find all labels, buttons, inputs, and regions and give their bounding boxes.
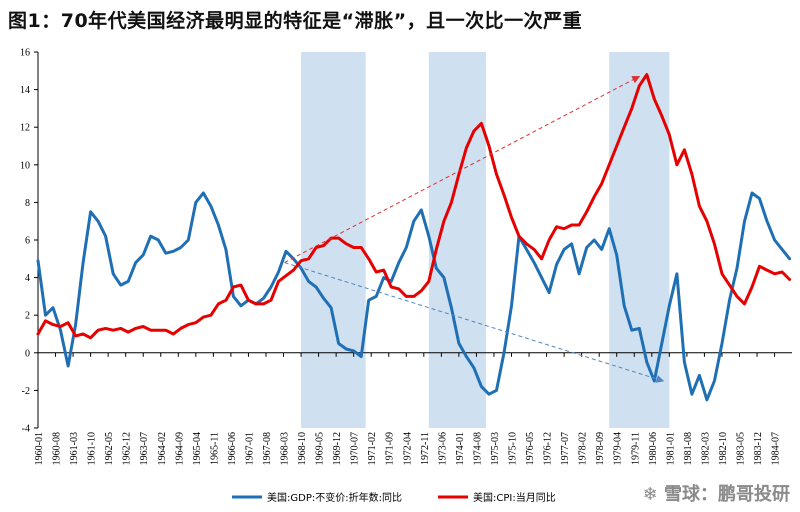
x-tick-label: 1978-02 bbox=[578, 432, 589, 465]
page-title: 图1：70年代美国经济最明显的特征是“滞胀”，且一次比一次严重 bbox=[8, 10, 583, 32]
y-tick-label: 8 bbox=[25, 198, 30, 209]
x-tick-label: 1981-01 bbox=[665, 432, 676, 465]
x-tick-label: 1971-02 bbox=[367, 432, 378, 465]
y-tick-label: 16 bbox=[20, 48, 30, 59]
x-tick-label: 1969-05 bbox=[315, 432, 326, 465]
legend-label-gdp: 美国:GDP:不变价:折年数:同比 bbox=[267, 491, 402, 504]
shaded-period-1 bbox=[301, 52, 366, 428]
y-tick-label: -4 bbox=[22, 424, 30, 435]
x-tick-label: 1964-02 bbox=[157, 432, 168, 465]
axes: -4 -2 0 2 4 6 8 10 12 14 16 1960-01 1960-08 1961-03 19… bbox=[20, 48, 792, 465]
x-tick-label: 1975-03 bbox=[490, 432, 501, 465]
x-tick-label: 1972-04 bbox=[402, 432, 413, 465]
x-tick-label: 1982-03 bbox=[700, 432, 711, 465]
x-tick-label: 1964-09 bbox=[174, 432, 185, 465]
y-tick-label: 14 bbox=[20, 85, 30, 96]
x-tick-label: 1971-09 bbox=[385, 432, 396, 465]
trend-arrows bbox=[284, 75, 665, 383]
x-tick-label: 1980-06 bbox=[648, 432, 659, 465]
y-tick-label: 4 bbox=[25, 273, 30, 284]
x-tick-label: 1976-05 bbox=[525, 432, 536, 465]
x-tick-label: 1961-10 bbox=[87, 432, 98, 465]
x-tick-label: 1972-11 bbox=[420, 432, 431, 465]
trend-arrow-red bbox=[284, 75, 641, 264]
x-tick-label: 1962-12 bbox=[122, 432, 133, 465]
x-tick-label: 1983-12 bbox=[753, 432, 764, 465]
legend-label-cpi: 美国:CPI:当月同比 bbox=[473, 491, 556, 504]
x-tick-label: 1967-08 bbox=[262, 432, 273, 465]
watermark: ❄ 雪球：鹏哥投研 bbox=[642, 484, 790, 505]
x-tick-label: 1974-08 bbox=[472, 432, 483, 465]
x-tick-label: 1968-10 bbox=[297, 432, 308, 465]
trend-arrow-blue bbox=[284, 262, 665, 383]
x-tick-label: 1969-12 bbox=[332, 432, 343, 465]
shaded-period-3 bbox=[609, 52, 670, 428]
x-tick-label: 1962-05 bbox=[104, 432, 115, 465]
x-tick-label: 1965-04 bbox=[192, 432, 203, 465]
x-tick-label: 1984-07 bbox=[771, 432, 782, 465]
x-tick-label: 1970-07 bbox=[350, 432, 361, 465]
x-tick-label: 1966-06 bbox=[227, 432, 238, 465]
y-tick-label: 0 bbox=[25, 348, 30, 359]
x-tick-label: 1977-07 bbox=[560, 432, 571, 465]
y-tick-label: -2 bbox=[22, 386, 30, 397]
x-tick-label: 1961-03 bbox=[69, 432, 80, 465]
x-tick-label: 1979-11 bbox=[630, 432, 641, 465]
y-tick-label: 10 bbox=[20, 160, 30, 171]
series-line-gdp bbox=[36, 191, 792, 402]
x-tick-label: 1983-05 bbox=[735, 432, 746, 465]
x-tick-label: 1979-04 bbox=[613, 432, 624, 465]
shaded-periods bbox=[301, 52, 670, 428]
x-tick-label: 1978-09 bbox=[595, 432, 606, 465]
y-tick-label: 2 bbox=[25, 311, 30, 322]
x-tick-label: 1981-08 bbox=[683, 432, 694, 465]
x-tick-label: 1967-01 bbox=[244, 432, 255, 465]
x-tick-label: 1960-01 bbox=[34, 432, 45, 465]
y-tick-label: 6 bbox=[25, 236, 30, 247]
x-tick-label: 1974-01 bbox=[455, 432, 466, 465]
series-line-cpi bbox=[36, 73, 792, 340]
x-tick-label: 1975-10 bbox=[508, 432, 519, 465]
x-tick-label: 1968-03 bbox=[280, 432, 291, 465]
x-tick-label: 1976-12 bbox=[543, 432, 554, 465]
x-tick-label: 1973-06 bbox=[437, 432, 448, 465]
series-lines bbox=[36, 73, 792, 402]
x-tick-label: 1963-07 bbox=[139, 432, 150, 465]
x-tick-label: 1965-11 bbox=[209, 432, 220, 465]
x-tick-label: 1982-10 bbox=[718, 432, 729, 465]
x-tick-label: 1960-08 bbox=[52, 432, 63, 465]
y-tick-label: 12 bbox=[20, 123, 30, 134]
legend: 美国:GDP:不变价:折年数:同比 美国:CPI:当月同比 bbox=[232, 491, 556, 504]
